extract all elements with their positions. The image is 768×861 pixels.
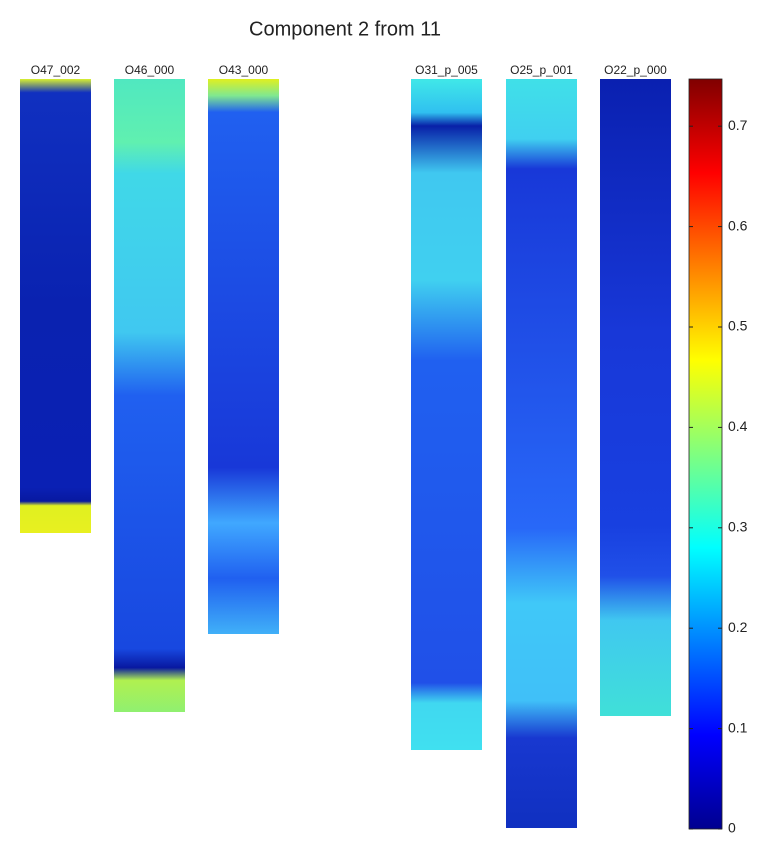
panel-label: O22_p_000 <box>604 63 667 77</box>
colorbar-ticks: 0 0.1 0.2 0.3 0.4 0.5 0.6 0.7 <box>689 117 748 836</box>
tick-label: 0.4 <box>728 418 748 434</box>
image-strips: O47_002 O46_000 O43_000 O31_p_005 O25_p_001 O… <box>20 63 671 828</box>
tick-label: 0.7 <box>728 117 748 133</box>
panel-label: O25_p_001 <box>510 63 573 77</box>
figure-title: Component 2 from 11 <box>249 18 441 40</box>
image-strip <box>114 79 185 712</box>
panel-label: O47_002 <box>31 63 81 77</box>
image-strip <box>506 79 577 828</box>
image-strip <box>411 79 482 750</box>
tick-label: 0.6 <box>728 217 748 233</box>
image-strip <box>20 79 91 533</box>
panel-label: O31_p_005 <box>415 63 478 77</box>
image-strip <box>208 79 279 634</box>
tick-label: 0 <box>728 820 736 836</box>
colorbar <box>688 78 723 830</box>
tick-label: 0.1 <box>728 719 748 735</box>
panel-label: O46_000 <box>125 63 175 77</box>
tick-label: 0.5 <box>728 318 748 334</box>
tick-label: 0.2 <box>728 619 748 635</box>
panel-label: O43_000 <box>219 63 269 77</box>
tick-label: 0.3 <box>728 518 748 534</box>
image-strip <box>600 79 671 716</box>
